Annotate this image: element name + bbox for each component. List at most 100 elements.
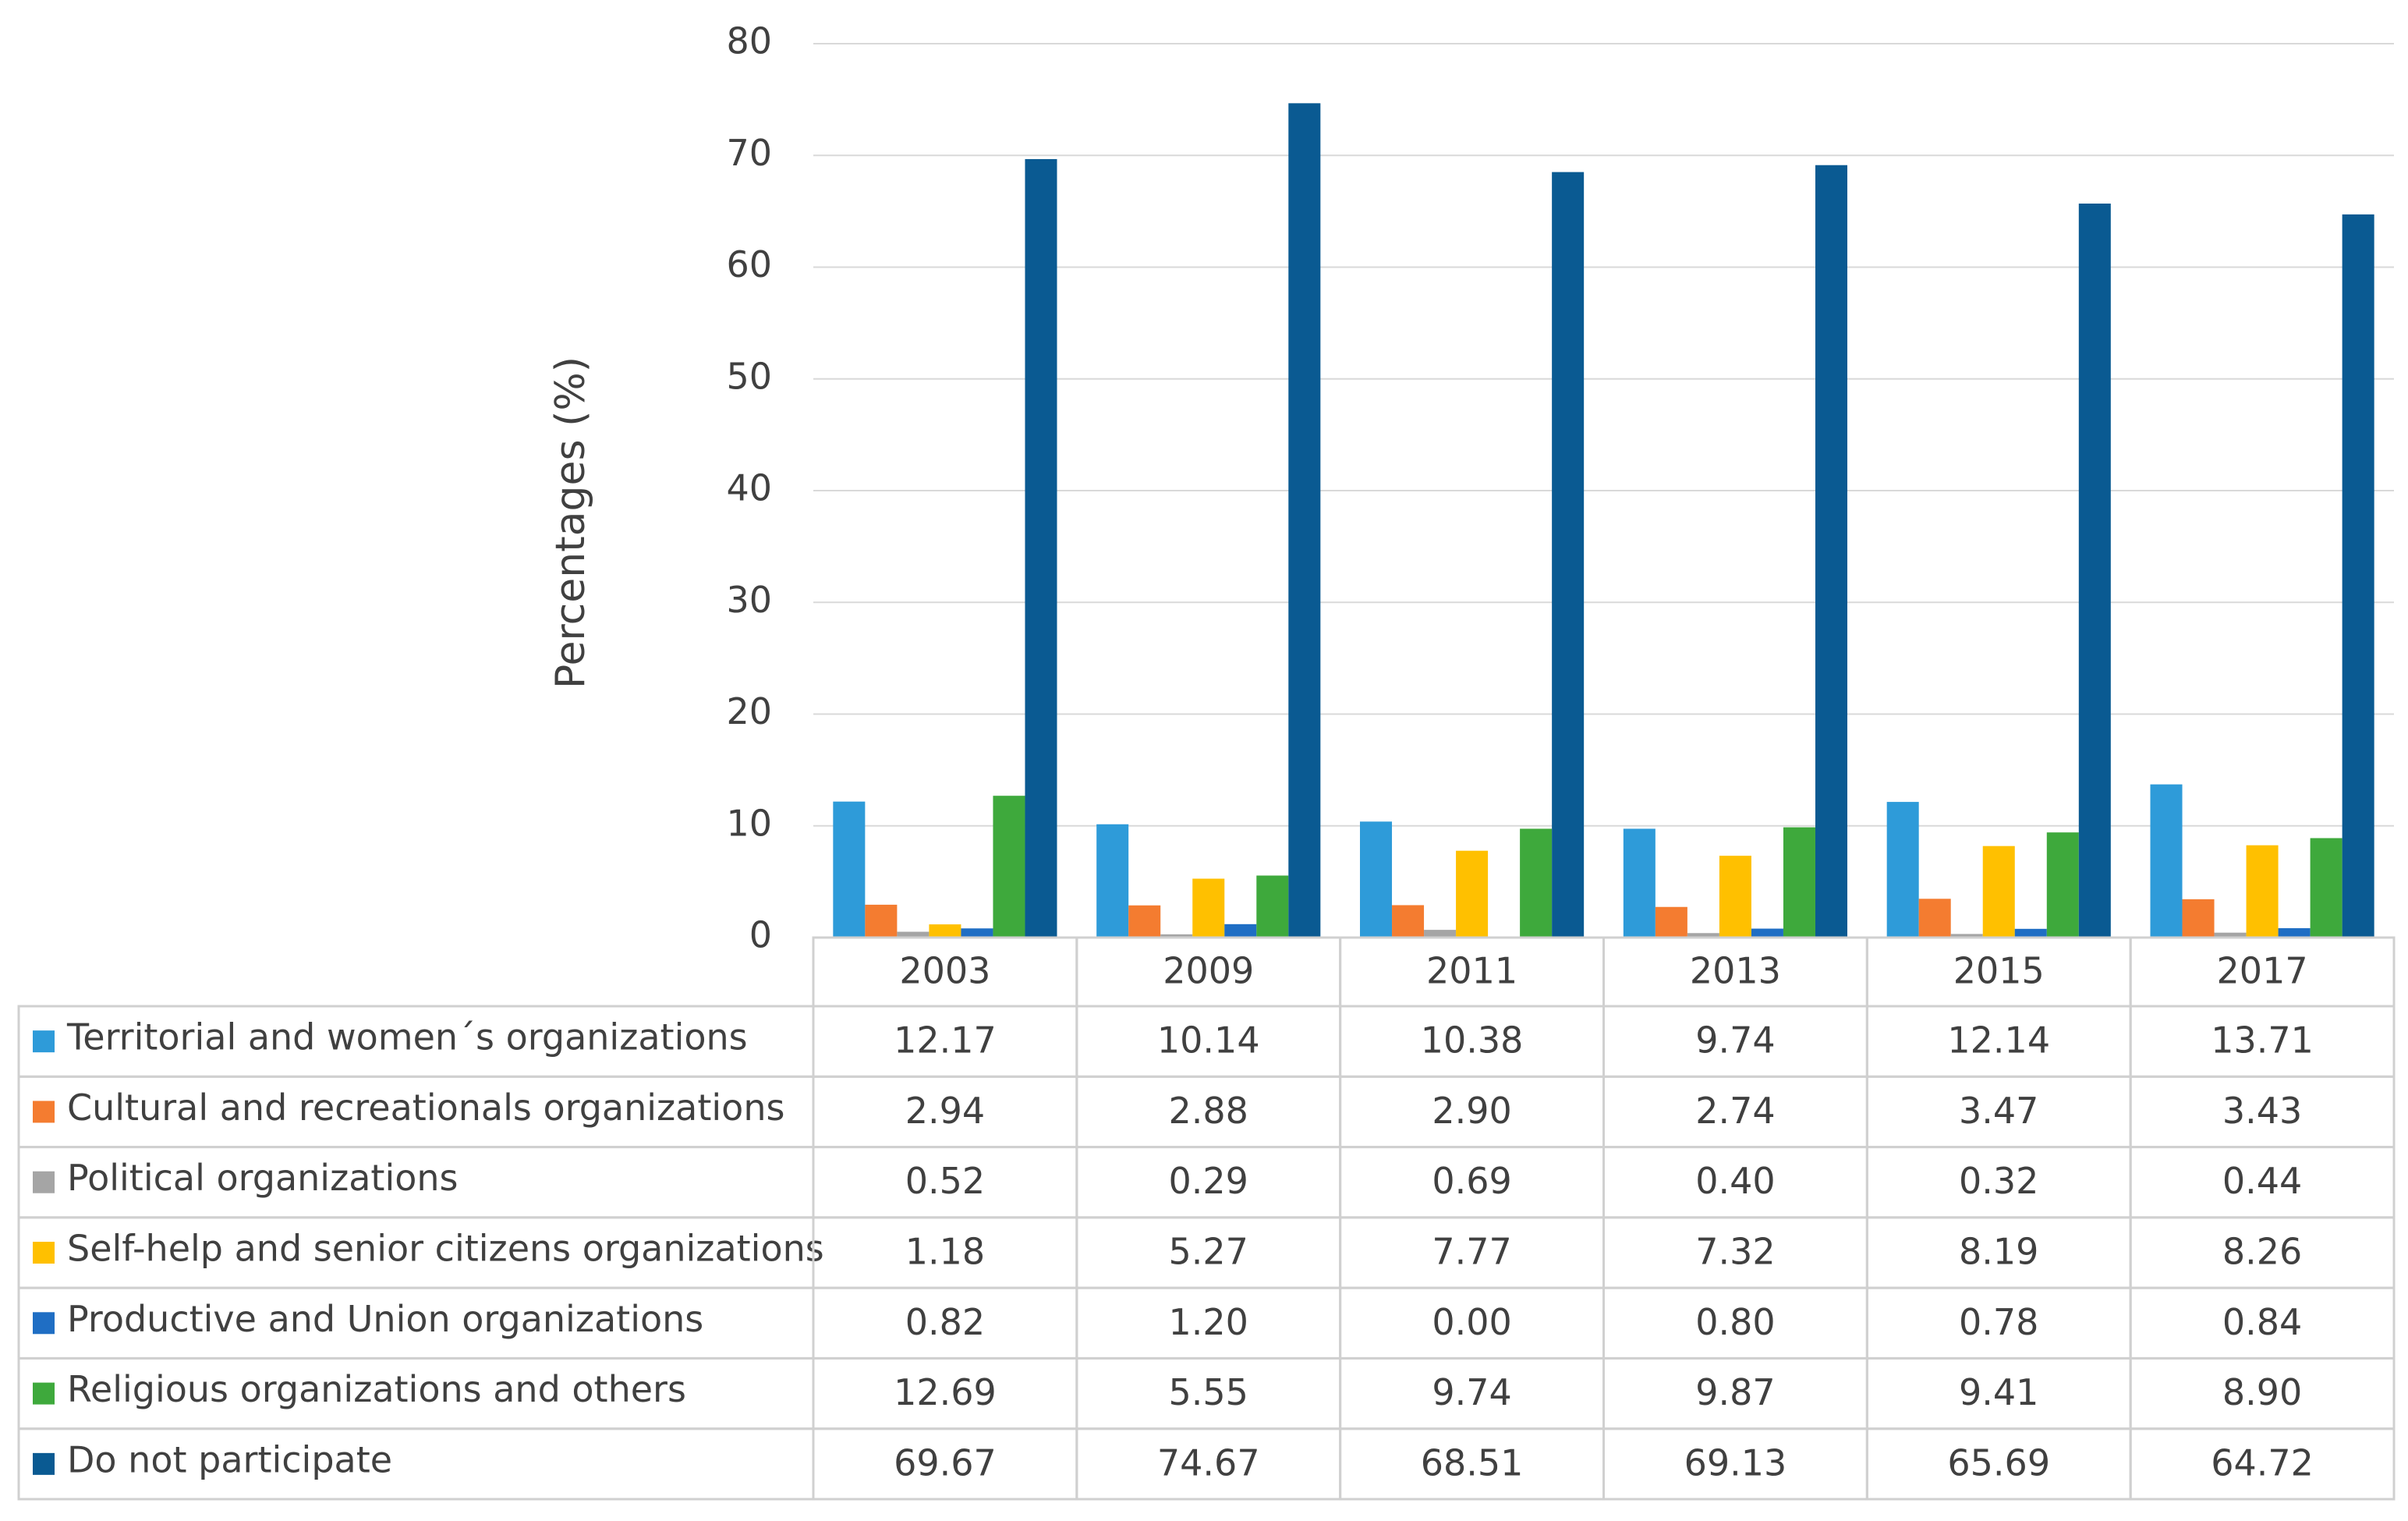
x-tick-label: 2017 xyxy=(2217,950,2308,992)
table-value: 2.90 xyxy=(1432,1090,1511,1132)
bar xyxy=(1256,875,1289,938)
bar xyxy=(1025,158,1057,938)
table-value: 0.82 xyxy=(905,1301,985,1343)
bar xyxy=(1096,824,1129,938)
bar xyxy=(1392,905,1425,938)
table-value: 0.32 xyxy=(1959,1160,2038,1202)
bar xyxy=(1288,103,1321,938)
bar xyxy=(833,801,866,938)
legend-label: Religious organizations and others xyxy=(67,1368,686,1410)
bar xyxy=(2014,928,2047,938)
bar xyxy=(1815,165,1847,938)
table-value: 12.17 xyxy=(894,1019,997,1062)
y-tick-label: 80 xyxy=(726,20,772,62)
bar xyxy=(1192,878,1225,938)
table-value: 9.41 xyxy=(1959,1371,2038,1413)
table-value: 0.52 xyxy=(905,1160,985,1202)
legend-swatch xyxy=(33,1452,55,1475)
y-tick-label: 70 xyxy=(726,132,772,174)
table-value: 0.69 xyxy=(1432,1160,1511,1202)
table-value: 0.00 xyxy=(1432,1301,1511,1343)
bar xyxy=(865,904,898,938)
bar xyxy=(2278,927,2311,938)
legend-swatch xyxy=(33,1382,55,1405)
bar xyxy=(2182,899,2215,938)
bar xyxy=(1520,828,1553,938)
legend-label: Self-help and senior citizens organizati… xyxy=(67,1228,824,1270)
table-value: 68.51 xyxy=(1421,1441,1524,1484)
bar xyxy=(2046,832,2079,938)
table-value: 69.67 xyxy=(894,1441,997,1484)
table-value: 65.69 xyxy=(1947,1441,2050,1484)
table-value: 5.55 xyxy=(1169,1371,1248,1413)
table-value: 12.14 xyxy=(1947,1019,2050,1062)
bar xyxy=(1655,906,1687,938)
table-value: 69.13 xyxy=(1684,1441,1787,1484)
legend-label: Territorial and women´s organizations xyxy=(66,1016,748,1058)
x-tick-label: 2003 xyxy=(899,950,990,992)
bar xyxy=(1719,856,1751,938)
bar xyxy=(1982,846,2015,938)
table-value: 7.77 xyxy=(1432,1231,1511,1273)
y-tick-label: 0 xyxy=(749,914,772,956)
table-value: 0.80 xyxy=(1695,1301,1775,1343)
table-value: 8.26 xyxy=(2222,1231,2302,1273)
table-value: 5.27 xyxy=(1169,1231,1248,1273)
table-value: 0.29 xyxy=(1169,1160,1248,1202)
x-tick-label: 2009 xyxy=(1163,950,1254,992)
table-value: 9.87 xyxy=(1695,1371,1775,1413)
legend-swatch xyxy=(33,1101,55,1123)
table-value: 1.20 xyxy=(1169,1301,1248,1343)
bar xyxy=(1128,905,1161,938)
bar xyxy=(2310,838,2342,938)
bar xyxy=(1424,930,1457,938)
table-value: 2.88 xyxy=(1169,1090,1248,1132)
bar xyxy=(1751,928,1783,938)
bar xyxy=(2214,932,2247,938)
table-value: 0.78 xyxy=(1959,1301,2038,1343)
legend-label: Productive and Union organizations xyxy=(67,1298,703,1340)
bar xyxy=(1783,827,1815,938)
table-value: 2.74 xyxy=(1695,1090,1775,1132)
y-tick-label: 60 xyxy=(726,243,772,285)
bar xyxy=(1623,828,1656,938)
table-value: 74.67 xyxy=(1157,1441,1260,1484)
table-cell xyxy=(2129,1427,2396,1501)
y-axis-label: Percentages (%) xyxy=(547,356,594,689)
table-value: 0.40 xyxy=(1695,1160,1775,1202)
table-value: 3.47 xyxy=(1959,1090,2038,1132)
bar xyxy=(2150,784,2183,938)
y-tick-label: 20 xyxy=(726,690,772,732)
legend-swatch xyxy=(33,1030,55,1053)
table-value: 10.14 xyxy=(1157,1019,1260,1062)
bar xyxy=(1224,924,1257,938)
legend-label: Cultural and recreationals organizations xyxy=(67,1087,784,1129)
bar xyxy=(897,931,930,938)
bar xyxy=(1687,933,1719,938)
bar xyxy=(1360,821,1393,938)
y-tick-label: 10 xyxy=(726,802,772,844)
bar xyxy=(993,796,1025,938)
table-value: 1.18 xyxy=(905,1231,985,1273)
table-value: 13.71 xyxy=(2211,1019,2314,1062)
legend-swatch xyxy=(33,1242,55,1264)
table-value: 8.19 xyxy=(1959,1231,2038,1273)
table-value: 9.74 xyxy=(1432,1371,1511,1413)
bar xyxy=(2078,203,2111,938)
table-value: 9.74 xyxy=(1695,1019,1775,1062)
table-value: 12.69 xyxy=(894,1371,997,1413)
y-tick-label: 40 xyxy=(726,467,772,509)
bar xyxy=(1552,172,1585,938)
bar xyxy=(1160,934,1193,938)
x-tick-label: 2013 xyxy=(1690,950,1781,992)
table-value: 2.94 xyxy=(905,1090,985,1132)
bar xyxy=(1456,850,1489,938)
y-tick-label: 30 xyxy=(726,579,772,621)
table-value: 7.32 xyxy=(1695,1231,1775,1273)
legend-label: Political organizations xyxy=(67,1157,459,1199)
legend-label: Do not participate xyxy=(67,1438,392,1480)
x-tick-label: 2015 xyxy=(1953,950,2045,992)
table-value: 3.43 xyxy=(2222,1090,2302,1132)
x-tick-label: 2011 xyxy=(1426,950,1517,992)
